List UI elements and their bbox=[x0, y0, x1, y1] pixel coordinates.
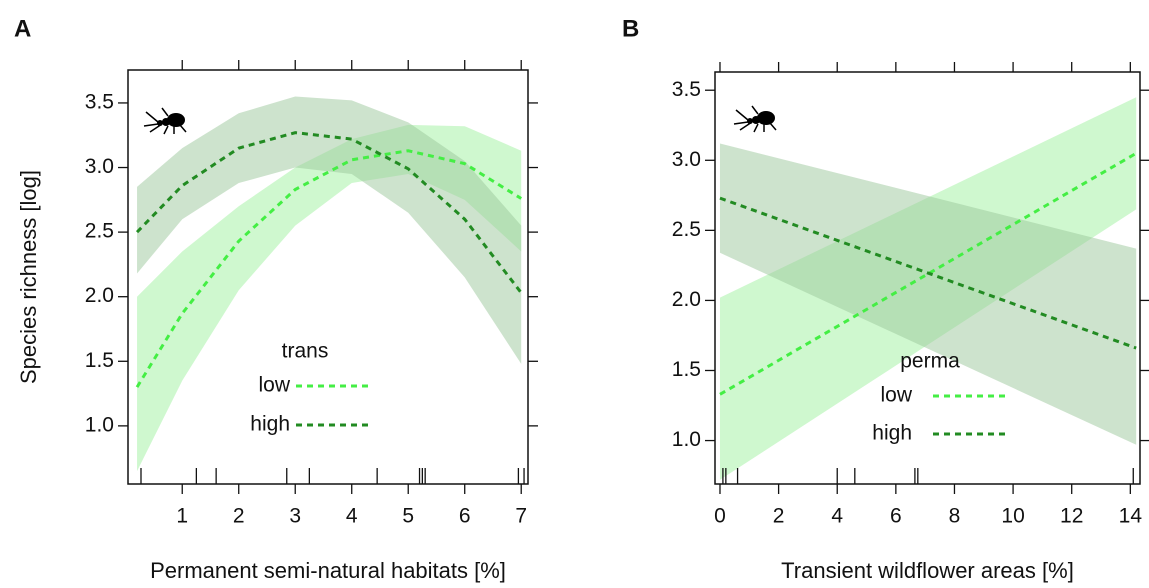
x-tick-label: 6 bbox=[890, 505, 902, 528]
x-axis-label: Permanent semi-natural habitats [%] bbox=[150, 558, 506, 583]
y-tick-label: 2.0 bbox=[85, 284, 114, 307]
x-tick-label: 1 bbox=[176, 505, 188, 528]
x-tick-label: 12 bbox=[1060, 505, 1083, 528]
y-tick-label: 3.0 bbox=[672, 148, 701, 171]
x-tick-label: 5 bbox=[402, 505, 414, 528]
plot-area bbox=[719, 97, 1137, 480]
y-tick-label: 2.5 bbox=[85, 220, 114, 243]
y-tick-label: 1.5 bbox=[85, 349, 114, 372]
y-tick-label: 2.0 bbox=[672, 288, 701, 311]
y-axis-label: Species richness [log] bbox=[16, 170, 41, 384]
confidence-band bbox=[137, 96, 522, 364]
fitted-line bbox=[135, 149, 523, 388]
legend-label: high bbox=[250, 413, 290, 436]
x-tick-label: 3 bbox=[289, 505, 301, 528]
y-tick-label: 1.5 bbox=[672, 358, 701, 381]
legend-title: perma bbox=[900, 350, 960, 373]
x-tick-label: 4 bbox=[831, 505, 843, 528]
plot-frame bbox=[127, 69, 529, 485]
x-tick-label: 6 bbox=[459, 505, 471, 528]
confidence-band bbox=[719, 143, 1137, 445]
y-tick-label: 2.5 bbox=[672, 218, 701, 241]
legend-label: low bbox=[258, 374, 290, 397]
beetle-icon-b bbox=[733, 105, 777, 133]
legend-title: trans bbox=[282, 340, 329, 363]
y-tick-label: 3.5 bbox=[85, 90, 114, 113]
plot-frame bbox=[714, 71, 1141, 485]
x-axis-label: Transient wildflower areas [%] bbox=[781, 558, 1074, 583]
y-tick-label: 3.0 bbox=[85, 155, 114, 178]
y-tick-label: 3.5 bbox=[672, 78, 701, 101]
x-tick-label: 2 bbox=[773, 505, 785, 528]
y-tick-label: 1.0 bbox=[672, 428, 701, 451]
legend-label: low bbox=[880, 384, 912, 407]
fitted-line bbox=[719, 196, 1137, 350]
fitted-line bbox=[135, 131, 523, 294]
panel-label: A bbox=[14, 15, 31, 42]
x-tick-label: 8 bbox=[949, 505, 961, 528]
beetle-icon-a bbox=[143, 107, 187, 135]
x-tick-label: 2 bbox=[233, 505, 245, 528]
panel-label: B bbox=[622, 15, 639, 42]
confidence-band bbox=[137, 124, 522, 472]
x-tick-label: 0 bbox=[714, 505, 726, 528]
y-tick-label: 1.0 bbox=[85, 413, 114, 436]
x-tick-label: 7 bbox=[515, 505, 527, 528]
legend-label: high bbox=[872, 422, 912, 445]
x-tick-label: 10 bbox=[1001, 505, 1024, 528]
x-tick-label: 4 bbox=[346, 505, 358, 528]
x-tick-label: 14 bbox=[1119, 505, 1143, 528]
fitted-line bbox=[719, 151, 1137, 396]
plot-area bbox=[135, 96, 523, 472]
